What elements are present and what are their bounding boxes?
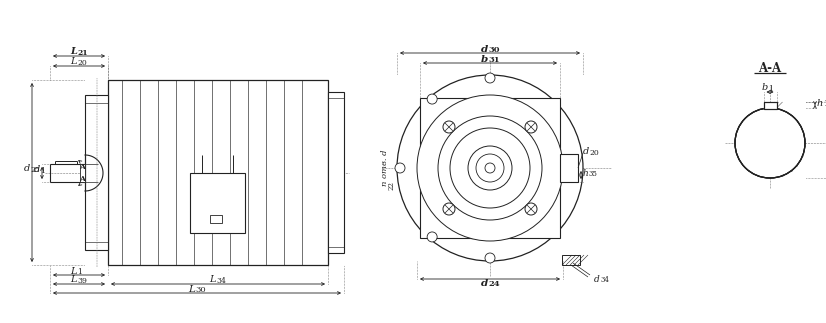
- Text: 1: 1: [78, 268, 83, 276]
- Bar: [80, 164, 85, 182]
- Text: d: d: [481, 45, 488, 54]
- Text: L: L: [70, 57, 77, 67]
- Bar: [190, 173, 245, 233]
- Text: 20: 20: [590, 149, 599, 157]
- Bar: [420, 98, 560, 238]
- Circle shape: [417, 95, 563, 241]
- Circle shape: [397, 75, 583, 261]
- Text: A: A: [79, 163, 85, 171]
- Text: 34: 34: [216, 277, 226, 285]
- Text: d: d: [24, 164, 30, 173]
- Text: 24: 24: [488, 280, 500, 288]
- Bar: [763, 102, 776, 109]
- Text: h: h: [582, 169, 588, 178]
- Text: 39: 39: [78, 277, 88, 285]
- Text: b: b: [481, 55, 488, 64]
- Text: 34: 34: [601, 276, 610, 284]
- Text: 21: 21: [78, 49, 88, 57]
- Circle shape: [438, 116, 542, 220]
- Circle shape: [476, 154, 504, 182]
- Circle shape: [485, 73, 495, 83]
- Text: d: d: [594, 275, 600, 284]
- Text: L: L: [188, 285, 195, 294]
- Bar: [210, 215, 222, 223]
- Circle shape: [525, 121, 537, 133]
- Text: L: L: [210, 276, 216, 285]
- Circle shape: [485, 253, 495, 263]
- Text: 1: 1: [824, 100, 826, 108]
- Text: L: L: [70, 47, 77, 57]
- Text: b: b: [762, 84, 768, 92]
- Bar: [85, 95, 108, 250]
- Bar: [328, 92, 344, 253]
- Text: 22: 22: [388, 182, 396, 191]
- Text: h: h: [817, 99, 823, 108]
- Circle shape: [427, 94, 437, 104]
- Text: 1: 1: [40, 167, 45, 175]
- Circle shape: [735, 108, 805, 178]
- Text: L: L: [70, 276, 77, 285]
- Text: 35: 35: [588, 170, 597, 178]
- Text: L: L: [70, 266, 77, 276]
- Circle shape: [427, 232, 437, 242]
- Text: 1: 1: [768, 85, 773, 93]
- Circle shape: [485, 163, 495, 173]
- Text: A-A: A-A: [758, 62, 781, 76]
- Bar: [763, 102, 776, 109]
- Text: d: d: [34, 165, 40, 174]
- Text: 20: 20: [78, 59, 88, 67]
- Text: 30: 30: [488, 46, 500, 54]
- Text: d: d: [583, 148, 589, 157]
- Text: 31: 31: [488, 56, 500, 64]
- Text: 30: 30: [196, 286, 206, 294]
- Circle shape: [443, 203, 455, 215]
- Circle shape: [525, 203, 537, 215]
- Text: n отв. d: n отв. d: [381, 150, 389, 186]
- Circle shape: [450, 128, 530, 208]
- Circle shape: [395, 163, 405, 173]
- Text: d: d: [481, 278, 488, 287]
- Bar: [560, 154, 578, 182]
- Circle shape: [468, 146, 512, 190]
- Text: 25: 25: [31, 166, 40, 174]
- Bar: [562, 255, 580, 265]
- Circle shape: [443, 121, 455, 133]
- Bar: [108, 80, 328, 265]
- Text: A: A: [79, 175, 85, 183]
